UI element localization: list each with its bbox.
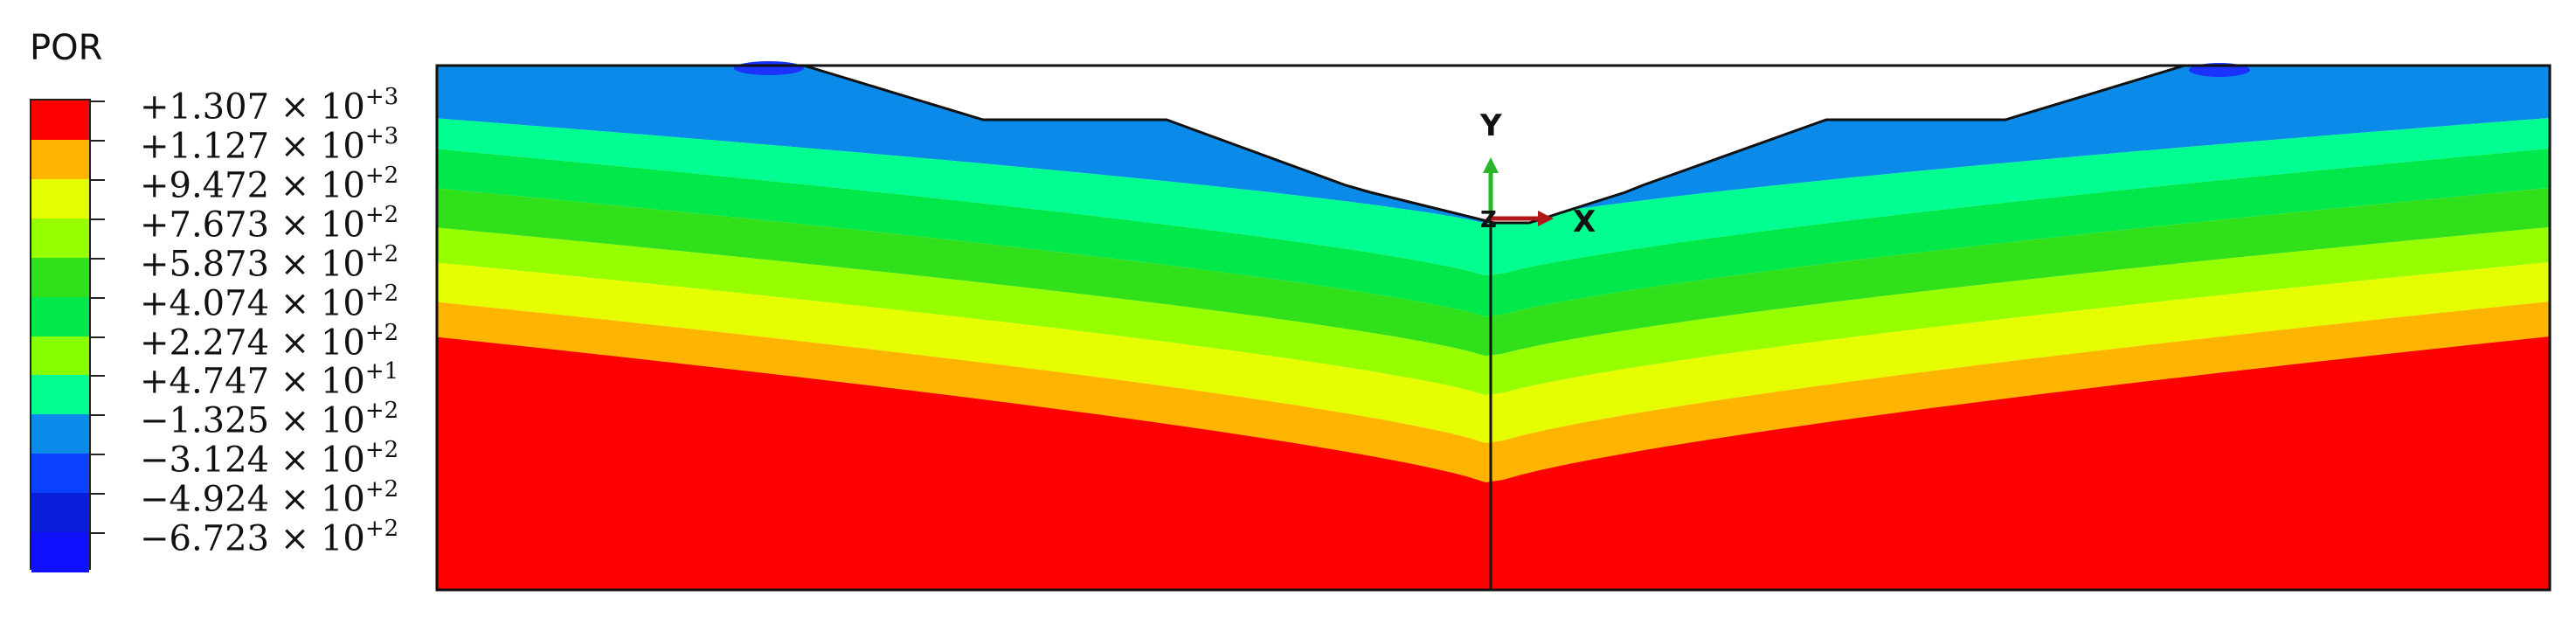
contour-band xyxy=(437,336,2550,590)
legend-label: +7.673 × 10+2 xyxy=(140,201,399,246)
legend-swatch xyxy=(31,375,89,416)
legend-label: −3.124 × 10+2 xyxy=(140,437,399,481)
legend-tick xyxy=(89,493,105,496)
excavation-void xyxy=(437,0,2550,223)
legend-label: +5.873 × 10+2 xyxy=(140,240,399,284)
legend-swatch xyxy=(31,139,89,180)
legend-tick xyxy=(89,296,105,299)
legend-tick xyxy=(89,218,105,220)
legend-swatch xyxy=(31,493,89,534)
legend-tick xyxy=(89,414,105,417)
legend-tick xyxy=(89,257,105,260)
legend-swatch xyxy=(31,178,89,219)
contour-band xyxy=(437,302,2550,482)
legend-tick xyxy=(89,532,105,535)
color-legend xyxy=(30,99,91,572)
legend-label: −4.924 × 10+2 xyxy=(140,476,399,520)
legend-label: +1.127 × 10+3 xyxy=(140,122,399,167)
y-axis-label: Y xyxy=(1479,108,1502,143)
legend-tick xyxy=(89,101,105,102)
legend-label: −6.723 × 10+2 xyxy=(140,516,399,559)
legend-label: +1.307 × 10+3 xyxy=(140,84,399,128)
legend-swatch xyxy=(31,101,89,141)
legend-swatch xyxy=(31,414,89,455)
legend-tick xyxy=(89,336,105,338)
contour-band xyxy=(437,262,2550,443)
legend-title: POR xyxy=(30,28,103,68)
legend-tick xyxy=(89,454,105,456)
legend-swatch xyxy=(31,296,89,337)
contour-band xyxy=(437,227,2550,396)
ground-surface-outline xyxy=(437,64,2550,225)
contour-band xyxy=(437,188,2550,357)
legend-swatch xyxy=(31,336,89,377)
legend-label: +9.472 × 10+2 xyxy=(140,162,399,206)
model-border xyxy=(435,64,2552,592)
z-axis-label: Z xyxy=(1480,207,1497,233)
legend-swatch xyxy=(31,454,89,495)
legend-swatch xyxy=(31,532,89,572)
legend-label: +4.747 × 10+1 xyxy=(140,358,399,402)
x-axis-label: X xyxy=(1573,205,1596,239)
legend-tick xyxy=(89,139,105,142)
legend-label: −1.325 × 10+2 xyxy=(140,398,399,441)
legend-tick xyxy=(89,375,105,378)
legend-label: +2.274 × 10+2 xyxy=(140,319,399,363)
contour-band xyxy=(437,118,2550,276)
legend-tick xyxy=(89,178,105,181)
legend-swatch xyxy=(31,218,89,259)
legend-swatch xyxy=(31,257,89,298)
axis-triad: Y X Z xyxy=(1479,108,1596,239)
legend-label: +4.074 × 10+2 xyxy=(140,280,399,323)
contour-band xyxy=(437,149,2550,317)
